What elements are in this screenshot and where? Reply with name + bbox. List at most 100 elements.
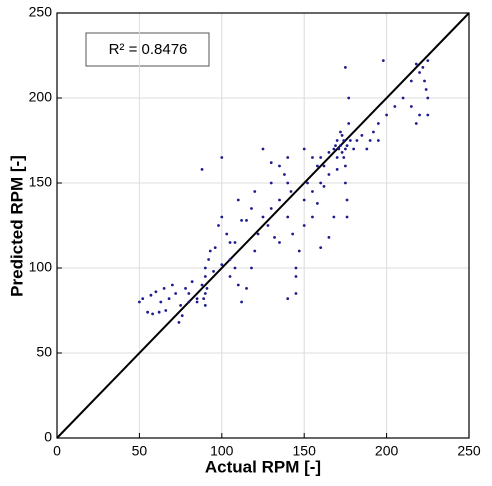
annotation-box: [85, 32, 210, 67]
point: [228, 258, 232, 261]
point: [372, 130, 375, 134]
point: [200, 168, 204, 171]
x-tick-label: 0: [53, 443, 61, 459]
point: [278, 241, 281, 244]
point: [228, 241, 232, 244]
point: [315, 164, 319, 168]
point: [208, 249, 212, 253]
point: [149, 293, 153, 297]
point: [294, 292, 298, 295]
y-tick-label: 200: [29, 89, 53, 105]
point: [162, 287, 166, 290]
point: [337, 147, 341, 151]
point: [342, 156, 346, 159]
point: [278, 198, 281, 202]
point: [179, 304, 183, 307]
point: [245, 219, 248, 222]
point: [269, 207, 273, 210]
point: [269, 181, 273, 185]
point: [355, 139, 359, 142]
point: [190, 280, 194, 283]
point: [335, 156, 339, 159]
point: [345, 198, 349, 202]
point: [220, 263, 224, 266]
point: [146, 310, 150, 314]
point: [202, 297, 206, 300]
point: [289, 190, 293, 193]
point: [261, 215, 265, 219]
point: [233, 266, 237, 270]
point: [381, 59, 385, 62]
point: [360, 134, 364, 137]
reference-line: [56, 12, 470, 439]
point: [344, 147, 347, 151]
point: [347, 122, 351, 125]
point: [195, 297, 199, 300]
point: [154, 290, 158, 294]
point: [311, 190, 314, 193]
point: [141, 297, 145, 300]
point: [401, 96, 405, 100]
point: [278, 164, 281, 168]
x-axis-title: Actual RPM [-]: [205, 457, 321, 476]
point: [376, 122, 380, 125]
point: [157, 310, 161, 314]
point: [423, 79, 426, 83]
annotation: R² = 0.8476: [109, 41, 188, 58]
point: [297, 249, 301, 253]
point: [200, 283, 204, 287]
point: [347, 96, 351, 100]
point: [180, 314, 184, 317]
point: [203, 266, 207, 270]
point: [286, 215, 290, 219]
point: [205, 287, 209, 290]
point: [424, 88, 428, 91]
point: [332, 215, 336, 219]
point: [220, 156, 224, 159]
point: [376, 139, 380, 142]
point: [311, 156, 314, 159]
point: [418, 71, 421, 74]
point: [340, 134, 344, 137]
point: [236, 283, 240, 287]
y-tick-label: 100: [29, 259, 53, 275]
point: [344, 66, 347, 69]
point: [385, 113, 388, 117]
point: [302, 147, 306, 151]
point: [426, 113, 430, 117]
point: [319, 156, 323, 159]
point: [184, 287, 187, 290]
y-tick-label: 150: [29, 174, 53, 190]
y-axis-title: Predicted RPM [-]: [7, 155, 26, 297]
x-tick-label: 200: [375, 443, 399, 459]
point: [319, 246, 323, 250]
point: [174, 292, 178, 295]
point: [418, 113, 421, 117]
point: [302, 224, 306, 227]
point: [240, 300, 243, 304]
point: [187, 292, 191, 295]
point: [250, 207, 253, 210]
point: [344, 164, 347, 168]
point: [414, 62, 418, 66]
point: [327, 151, 331, 154]
point: [334, 144, 337, 148]
point: [332, 147, 336, 151]
y-tick-label: 0: [44, 429, 52, 445]
point: [368, 139, 372, 142]
point: [203, 275, 207, 278]
point: [261, 147, 265, 151]
point: [269, 161, 273, 165]
point: [273, 236, 276, 239]
point: [283, 173, 286, 176]
point: [335, 168, 339, 171]
point: [225, 232, 229, 236]
point: [177, 321, 181, 324]
point: [245, 287, 248, 290]
x-tick-label: 150: [293, 443, 317, 459]
point: [352, 147, 356, 151]
point: [286, 297, 290, 300]
point: [409, 105, 413, 108]
point: [286, 156, 290, 159]
point: [164, 309, 168, 312]
